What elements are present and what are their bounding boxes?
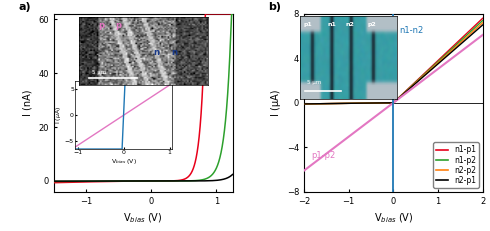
X-axis label: V$_{bias}$ (V): V$_{bias}$ (V) — [373, 211, 413, 225]
Text: n1-n2: n1-n2 — [399, 26, 424, 35]
Legend: n1-p1, n1-p2, n2-p2, n2-p1: n1-p1, n1-p2, n2-p2, n2-p1 — [433, 142, 479, 188]
Text: a): a) — [18, 2, 31, 12]
Y-axis label: I (μA): I (μA) — [271, 90, 281, 116]
Text: b): b) — [269, 2, 281, 12]
X-axis label: V$_{bias}$ (V): V$_{bias}$ (V) — [123, 211, 163, 225]
Y-axis label: I (nA): I (nA) — [23, 90, 33, 116]
Text: p1-p2: p1-p2 — [311, 151, 335, 160]
